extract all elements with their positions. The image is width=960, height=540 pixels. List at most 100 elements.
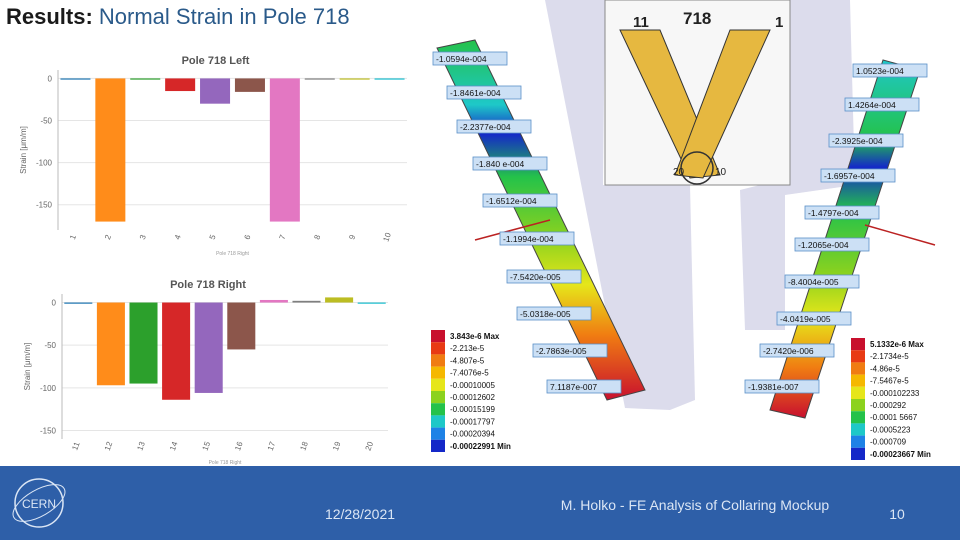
y-axis-label: Strain [μm/m] <box>19 126 28 174</box>
y-tick-label: -100 <box>36 159 53 168</box>
probe-value: -1.0594e-004 <box>436 54 487 64</box>
bar-chart-left: Pole 718 Left Strain [μm/m] 0 -50 -100 -150 1 2… <box>19 55 407 257</box>
bar-1 <box>60 78 91 80</box>
legend-label: -4.807e-5 <box>450 356 485 365</box>
fe-contour-plot: 11 718 1 20 10 -1.0594e-004-1.8461e-004-… <box>431 0 936 460</box>
legend-swatch <box>431 439 445 452</box>
x-tick-label: 15 <box>201 440 213 452</box>
fe-header-right: 1 <box>775 14 783 31</box>
probe-box <box>744 379 820 394</box>
probe-box <box>852 63 928 78</box>
chart-pole-right: Pole 718 Right Strain [μm/m] 0 -50 -100 -150 1… <box>22 272 394 467</box>
legend-swatch <box>851 423 865 436</box>
legend-label: -0.00020394 <box>450 430 495 439</box>
y-tick-label: -150 <box>36 201 53 210</box>
legend-label: -0.00017797 <box>450 417 495 426</box>
legend-swatch <box>431 354 445 367</box>
legend-swatch <box>431 330 445 343</box>
slide-title: Results: Normal Strain in Pole 718 <box>6 4 350 30</box>
legend-label: -0.00023667 Min <box>870 450 931 459</box>
probe-box <box>804 205 880 220</box>
probe-value: -1.1994e-004 <box>503 234 554 244</box>
fe-mesh-right-bg <box>740 0 855 330</box>
x-tick-label: 16 <box>233 440 245 452</box>
chart-pole-left: Pole 718 Left Strain [μm/m] 0 -50 -100 -150 1 2… <box>18 48 413 258</box>
x-tick-label: 2 <box>103 233 113 241</box>
x-tick-label: 13 <box>135 440 147 452</box>
legend-label: -0.00022991 Min <box>450 442 511 451</box>
x-tick-label: 5 <box>208 233 218 241</box>
bar-18 <box>292 300 321 303</box>
probe-value: -5.0318e-005 <box>520 309 571 319</box>
probe-labels: -1.0594e-004 -1.8461e-004 -2.2377e-004 -1.8… <box>432 51 928 394</box>
x-tick-label: 4 <box>173 233 183 241</box>
bar-20 <box>357 302 386 304</box>
probe-value: -1.4797e-004 <box>808 208 859 218</box>
legend-label: -0.0005223 <box>870 425 911 434</box>
probe-box <box>759 343 835 358</box>
probe-box <box>820 168 896 183</box>
x-tick-label: 12 <box>103 440 115 452</box>
probe-box <box>794 237 870 252</box>
legend-swatch <box>431 342 445 355</box>
probe-value: -4.0419e-005 <box>780 314 831 324</box>
x-tick-label: 20 <box>364 440 376 452</box>
probe-value: -2.2377e-004 <box>460 122 511 132</box>
footer-page-number: 10 <box>889 506 905 522</box>
probe-value: 1.4264e-004 <box>848 100 896 110</box>
legend-swatch <box>851 374 865 387</box>
probe-box <box>532 343 608 358</box>
legend-swatch <box>851 435 865 448</box>
x-tick-label: 9 <box>347 233 357 241</box>
legend-swatch <box>431 378 445 391</box>
axis-arrow-left <box>474 219 551 241</box>
probe-value: 1.0523e-004 <box>856 66 904 76</box>
probe-value: -1.840 e-004 <box>476 159 524 169</box>
bar-4 <box>165 78 196 92</box>
probe-box <box>784 274 860 289</box>
probe-value: -1.8461e-004 <box>450 88 501 98</box>
fe-header-left: 11 <box>633 14 649 31</box>
legend-label: -7.5467e-5 <box>870 377 909 386</box>
title-bold: Results: <box>6 4 93 29</box>
legend-label: -0.000292 <box>870 401 907 410</box>
x-tick-label: 8 <box>312 233 322 241</box>
legend-swatch <box>851 338 865 351</box>
fe-bottom-left: 20 <box>673 167 685 178</box>
probe-value: -1.6957e-004 <box>824 171 875 181</box>
x-tick-label: 10 <box>381 231 393 243</box>
x-tick-label: 14 <box>168 440 180 452</box>
probe-value: -2.7863e-005 <box>536 346 587 356</box>
x-axis-label: Pole 718 Right <box>209 460 242 466</box>
legend-label: -0.00012602 <box>450 393 495 402</box>
y-tick-label: -50 <box>44 341 56 350</box>
legend-label: -7.4076e-5 <box>450 369 489 378</box>
bar-3 <box>130 78 161 80</box>
probe-box <box>472 156 548 171</box>
probe-value: -1.9381e-007 <box>748 382 799 392</box>
legend-swatch <box>851 447 865 460</box>
probe-value: -2.3925e-004 <box>832 136 883 146</box>
legend-label: 5.1332e-6 Max <box>870 340 924 349</box>
chart-title: Pole 718 Right <box>170 279 246 291</box>
bar-12 <box>96 302 125 386</box>
x-tick-label: 3 <box>138 233 148 241</box>
bar-2 <box>95 78 126 222</box>
x-tick-label: 7 <box>278 233 288 241</box>
probe-box <box>499 231 575 246</box>
chart-title: Pole 718 Left <box>182 55 250 67</box>
cern-logo: CERN <box>12 478 66 528</box>
y-tick-label: 0 <box>52 299 57 308</box>
bar-10 <box>374 78 405 80</box>
legend-label: -4.86e-5 <box>870 364 900 373</box>
footer-date: 12/28/2021 <box>324 506 396 522</box>
probe-box <box>506 269 582 284</box>
probe-box <box>844 97 920 112</box>
probe-box <box>482 193 558 208</box>
legend-label: -0.0001 5667 <box>870 413 918 422</box>
probe-box <box>446 85 522 100</box>
contour-legends: 3.843e-6 Max -2.213e-5 -4.807e-5 -7.4076e-5… <box>431 330 931 460</box>
bar-7 <box>269 78 300 222</box>
y-tick-label: 0 <box>48 74 53 83</box>
bar-8 <box>304 78 335 80</box>
